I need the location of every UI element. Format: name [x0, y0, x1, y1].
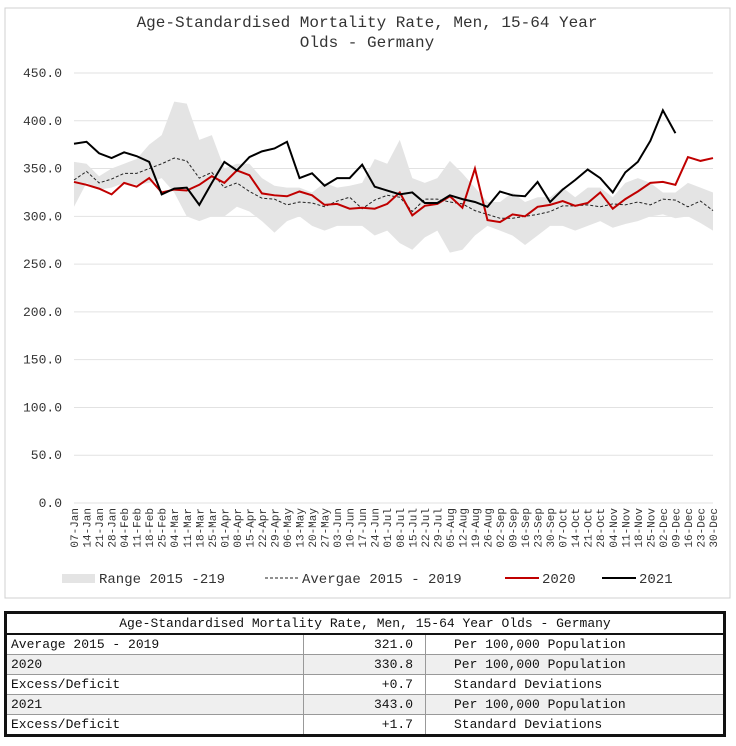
- y-tick-label: 250.0: [23, 257, 62, 272]
- table-cell: 343.0: [303, 694, 426, 715]
- table-title-row: Age-Standardised Mortality Rate, Men, 15…: [5, 612, 725, 635]
- table-cell: Per 100,000 Population: [425, 654, 725, 675]
- x-tick-label: 30-Dec: [709, 508, 721, 548]
- table-cell: +0.7: [303, 674, 426, 695]
- x-tick-label: 29-Jul: [433, 508, 445, 548]
- series-line: [73, 107, 677, 208]
- x-tick-label: 09-Dec: [671, 508, 683, 548]
- y-tick-label: 350.0: [23, 162, 62, 177]
- x-tick-label: 16-Sep: [521, 508, 533, 548]
- x-tick-label: 07-Jan: [70, 508, 82, 548]
- x-tick-label: 23-Sep: [534, 508, 546, 548]
- table-cell: Standard Deviations: [425, 674, 725, 695]
- summary-table: Age-Standardised Mortality Rate, Men, 15…: [4, 611, 726, 737]
- x-tick-label: 10-Jun: [346, 508, 358, 548]
- x-tick-label: 18-Mar: [195, 508, 207, 548]
- x-tick-label: 12-Aug: [458, 508, 470, 548]
- x-tick-label: 19-Aug: [471, 508, 483, 548]
- x-tick-label: 21-Oct: [584, 508, 596, 548]
- x-tick-label: 27-May: [321, 508, 333, 548]
- x-tick-label: 18-Nov: [634, 508, 646, 548]
- table-cell: 2021: [5, 694, 304, 715]
- x-tick-label: 25-Feb: [158, 508, 170, 548]
- y-tick-label: 400.0: [23, 114, 62, 129]
- legend-swatch: [62, 574, 95, 583]
- x-tick-label: 23-Dec: [696, 508, 708, 548]
- table-cell: 2020: [5, 654, 304, 675]
- range-area: [74, 101, 713, 253]
- x-tick-label: 01-Apr: [220, 508, 232, 548]
- x-tick-label: 22-Apr: [258, 508, 270, 548]
- x-tick-label: 21-Jan: [95, 508, 107, 548]
- table-row: Excess/Deficit +0.7 Standard Deviations: [5, 674, 725, 695]
- x-tick-label: 02-Sep: [496, 508, 508, 548]
- x-tick-label: 25-Nov: [646, 508, 658, 548]
- x-tick-label: 14-Jan: [83, 508, 95, 548]
- table-row: 2021 343.0 Per 100,000 Population: [5, 694, 725, 715]
- x-tick-label: 28-Oct: [596, 508, 608, 548]
- table-cell: Per 100,000 Population: [425, 633, 725, 655]
- x-tick-label: 22-Jul: [421, 508, 433, 548]
- x-tick-label: 04-Nov: [609, 508, 621, 548]
- y-tick-label: 150.0: [23, 353, 62, 368]
- table-cell: 330.8: [303, 654, 426, 675]
- series-line: [73, 157, 714, 219]
- y-tick-label: 100.0: [23, 400, 62, 415]
- table-row: Average 2015 - 2019 321.0 Per 100,000 Popu…: [5, 633, 725, 655]
- chart-title: Olds - Germany: [300, 34, 435, 52]
- x-tick-label: 29-Apr: [270, 508, 282, 548]
- x-tick-label: 13-May: [296, 508, 308, 548]
- chart: Age-Standardised Mortality Rate, Men, 15…: [4, 7, 731, 599]
- x-tick-label: 15-Apr: [245, 508, 257, 548]
- series-line: [73, 155, 714, 224]
- x-tick-label: 01-Jul: [383, 508, 395, 548]
- x-tick-label: 04-Mar: [170, 508, 182, 548]
- legend-label: Range 2015 -219: [99, 572, 225, 588]
- table-cell: Excess/Deficit: [5, 714, 304, 736]
- table-cell: Per 100,000 Population: [425, 694, 725, 715]
- y-tick-label: 450.0: [23, 66, 62, 81]
- table-cell: +1.7: [303, 714, 426, 736]
- x-tick-label: 06-May: [283, 508, 295, 548]
- y-tick-label: 0.0: [39, 496, 62, 511]
- x-tick-label: 09-Sep: [509, 508, 521, 548]
- x-tick-label: 24-Jun: [371, 508, 383, 548]
- table-title: Age-Standardised Mortality Rate, Men, 15…: [5, 612, 725, 635]
- x-tick-label: 28-Jan: [108, 508, 120, 548]
- x-tick-label: 26-Aug: [483, 508, 495, 548]
- y-tick-label: 50.0: [31, 448, 62, 463]
- chart-frame: [4, 7, 731, 599]
- y-tick-label: 200.0: [23, 305, 62, 320]
- x-tick-label: 14-Oct: [571, 508, 583, 548]
- y-tick-label: 300.0: [23, 209, 62, 224]
- x-tick-label: 18-Feb: [145, 508, 157, 548]
- table-cell: Standard Deviations: [425, 714, 725, 736]
- x-tick-label: 04-Feb: [120, 508, 132, 548]
- x-tick-label: 08-Apr: [233, 508, 245, 548]
- table-cell: Average 2015 - 2019: [5, 633, 304, 655]
- x-tick-label: 03-Jun: [333, 508, 345, 548]
- x-tick-label: 11-Mar: [183, 508, 195, 548]
- x-tick-label: 02-Dec: [659, 508, 671, 548]
- legend-label: 2021: [639, 572, 673, 588]
- table-cell: Excess/Deficit: [5, 674, 304, 695]
- chart-title: Age-Standardised Mortality Rate, Men, 15…: [137, 14, 598, 32]
- x-tick-label: 05-Aug: [446, 508, 458, 548]
- table-cell: 321.0: [303, 633, 426, 655]
- legend-label: Avergae 2015 - 2019: [302, 572, 462, 588]
- x-tick-label: 11-Feb: [133, 508, 145, 548]
- table-row: Excess/Deficit +1.7 Standard Deviations: [5, 714, 725, 736]
- table-row: 2020 330.8 Per 100,000 Population: [5, 654, 725, 675]
- x-tick-label: 07-Oct: [559, 508, 571, 548]
- x-tick-label: 17-Jun: [358, 508, 370, 548]
- x-tick-label: 30-Sep: [546, 508, 558, 548]
- x-tick-label: 16-Dec: [684, 508, 696, 548]
- x-tick-label: 08-Jul: [396, 508, 408, 548]
- x-tick-label: 20-May: [308, 508, 320, 548]
- legend-label: 2020: [542, 572, 576, 588]
- x-tick-label: 11-Nov: [621, 508, 633, 548]
- x-tick-label: 25-Mar: [208, 508, 220, 548]
- x-tick-label: 15-Jul: [408, 508, 420, 548]
